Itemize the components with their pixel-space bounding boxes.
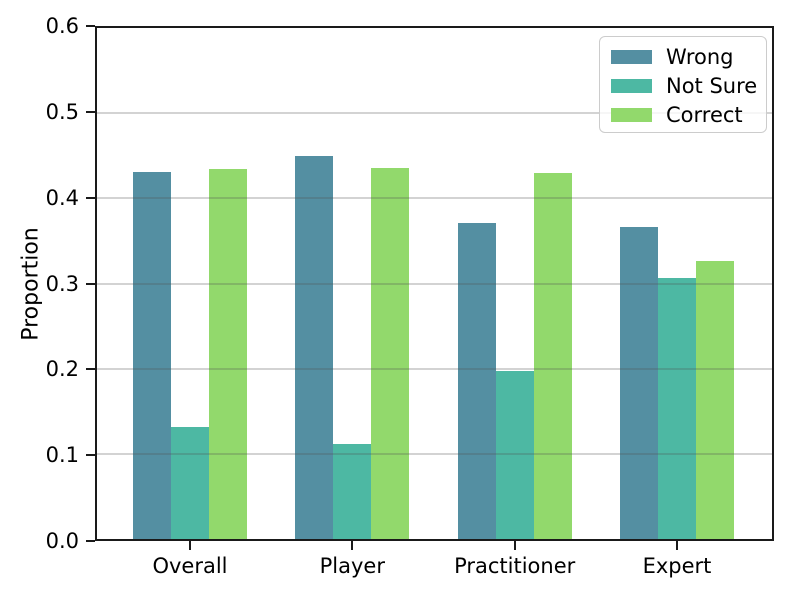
gridline-y-0.1 bbox=[97, 452, 772, 455]
y-tick-0.3 bbox=[86, 282, 95, 285]
y-tick-label: 0.1 bbox=[45, 443, 79, 468]
y-tick-label: 0.3 bbox=[45, 271, 79, 296]
bar-correct-player bbox=[371, 167, 410, 539]
legend-label: Not Sure bbox=[666, 73, 758, 98]
x-tick-player bbox=[351, 541, 354, 550]
legend-label: Correct bbox=[666, 102, 743, 127]
y-tick-0.2 bbox=[86, 368, 95, 371]
bar-correct-expert bbox=[696, 261, 734, 539]
y-tick-0.5 bbox=[86, 110, 95, 113]
y-tick-0.4 bbox=[86, 196, 95, 199]
gridline-y-0.5 bbox=[97, 112, 772, 115]
x-tick-label-expert: Expert bbox=[642, 554, 712, 578]
legend-swatch-icon bbox=[611, 107, 652, 122]
legend-row-correct: Correct bbox=[611, 100, 766, 129]
x-tick-expert bbox=[676, 541, 678, 550]
bar-correct-practitioner bbox=[533, 172, 572, 539]
bar-not-sure-player bbox=[333, 443, 372, 539]
y-tick-0.1 bbox=[86, 454, 95, 457]
plot-inner bbox=[97, 28, 772, 539]
bar-wrong-practitioner bbox=[457, 223, 496, 539]
bar-not-sure-overall bbox=[171, 427, 209, 539]
bar-wrong-expert bbox=[620, 227, 658, 539]
x-tick-overall bbox=[189, 541, 191, 550]
bar-wrong-overall bbox=[133, 171, 171, 539]
legend-swatch-icon bbox=[611, 49, 652, 64]
y-tick-label: 0.6 bbox=[45, 14, 79, 38]
x-tick-label-overall: Overall bbox=[152, 554, 228, 578]
y-tick-label: 0.0 bbox=[45, 529, 79, 553]
bar-not-sure-practitioner bbox=[495, 371, 534, 539]
legend-row-not-sure: Not Sure bbox=[611, 71, 766, 100]
legend-row-wrong: Wrong bbox=[611, 42, 766, 71]
gridline-y-0.3 bbox=[97, 282, 772, 285]
bar-wrong-player bbox=[295, 155, 334, 539]
gridline-y-0.2 bbox=[97, 367, 772, 370]
x-tick-label-player: Player bbox=[319, 554, 385, 578]
gridline-y-0.4 bbox=[97, 197, 772, 200]
legend-label: Wrong bbox=[666, 44, 734, 69]
y-tick-0.6 bbox=[86, 25, 95, 27]
x-tick-practitioner bbox=[513, 541, 516, 550]
bar-correct-overall bbox=[209, 168, 247, 539]
y-tick-label: 0.2 bbox=[45, 357, 79, 382]
legend-swatch-icon bbox=[611, 78, 652, 93]
y-tick-0 bbox=[86, 540, 95, 542]
y-tick-label: 0.4 bbox=[45, 185, 79, 210]
bar-not-sure-expert bbox=[658, 278, 696, 539]
legend: Wrong Not Sure Correct bbox=[599, 36, 767, 133]
x-tick-label-practitioner: Practitioner bbox=[454, 554, 576, 578]
y-tick-label: 0.5 bbox=[45, 99, 79, 124]
